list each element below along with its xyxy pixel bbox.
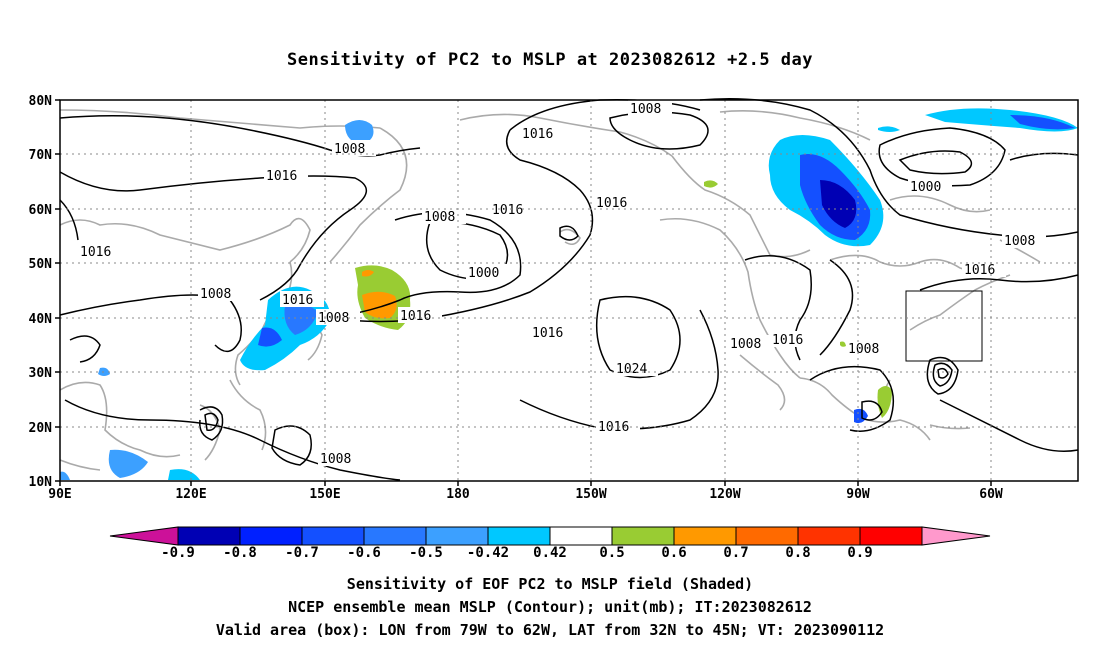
lat-label: 30N xyxy=(29,366,53,381)
lat-label: 60N xyxy=(29,203,53,218)
valid-area-box xyxy=(905,290,983,362)
colorbar-label: -0.5 xyxy=(409,545,443,561)
colorbar-segment xyxy=(735,526,799,546)
lat-label: 50N xyxy=(29,257,53,272)
svg-text:1000: 1000 xyxy=(468,266,499,281)
colorbar-high-arrow xyxy=(921,526,991,546)
caption-shading: Sensitivity of EOF PC2 to MSLP field (Sh… xyxy=(346,575,754,593)
svg-text:1016: 1016 xyxy=(522,127,553,142)
svg-text:1008: 1008 xyxy=(848,342,879,357)
contour-label: 1016 xyxy=(78,243,122,260)
contour-label: 1016 xyxy=(520,125,564,142)
caption-contour: NCEP ensemble mean MSLP (Contour); unit(… xyxy=(288,598,812,616)
colorbar-label: -0.7 xyxy=(285,545,319,561)
contour-labels: 1008 1016 1016 1008 1016 1016 1008 1000 … xyxy=(78,100,1046,467)
colorbar-segment xyxy=(425,526,489,546)
contour-label: 1000 xyxy=(466,264,510,281)
contour-label: 1008 xyxy=(1002,232,1046,249)
contour-label: 1008 xyxy=(198,285,242,302)
contour-label: 1016 xyxy=(280,291,324,308)
colorbar-label: 0.8 xyxy=(785,545,810,561)
colorbar-segment xyxy=(611,526,675,546)
svg-text:1016: 1016 xyxy=(492,203,523,218)
contour-label: 1016 xyxy=(398,307,442,324)
contour-label: 1000 xyxy=(908,178,952,195)
colorbar-segment xyxy=(239,526,303,546)
svg-text:1024: 1024 xyxy=(616,362,647,377)
colorbar-low-arrow xyxy=(109,526,179,546)
contour-label: 1024 xyxy=(614,360,658,377)
colorbar-label: 0.7 xyxy=(723,545,748,561)
tick-marks xyxy=(55,99,992,486)
lon-label: 60W xyxy=(979,487,1003,502)
colorbar-segment xyxy=(797,526,861,546)
lon-label: 150E xyxy=(309,487,340,502)
colorbar-label: -0.42 xyxy=(467,545,509,561)
colorbar-label: -0.9 xyxy=(161,545,195,561)
lon-label: 180 xyxy=(446,487,470,502)
contour-label: 1008 xyxy=(422,208,466,225)
svg-text:1016: 1016 xyxy=(282,293,313,308)
svg-text:1008: 1008 xyxy=(200,287,231,302)
contour-label: 1016 xyxy=(264,167,308,184)
contour-label: 1016 xyxy=(530,324,574,341)
svg-text:1016: 1016 xyxy=(400,309,431,324)
colorbar-label: 0.42 xyxy=(533,545,567,561)
colorbar-segment xyxy=(549,526,613,546)
contour-label: 1016 xyxy=(770,331,814,348)
colorbar-segment xyxy=(673,526,737,546)
colorbar-label: 0.5 xyxy=(599,545,624,561)
contour-label: 1016 xyxy=(594,194,638,211)
contour-label: 1008 xyxy=(728,335,772,352)
svg-text:1016: 1016 xyxy=(596,196,627,211)
svg-text:1016: 1016 xyxy=(80,245,111,260)
svg-text:1000: 1000 xyxy=(910,180,941,195)
svg-text:1016: 1016 xyxy=(964,263,995,278)
colorbar-label: 0.6 xyxy=(661,545,686,561)
svg-text:1016: 1016 xyxy=(266,169,297,184)
caption-valid-area: Valid area (box): LON from 79W to 62W, L… xyxy=(215,621,885,639)
colorbar: -0.9 -0.8 -0.7 -0.6 -0.5 -0.42 0.42 0.5 0.6 0.7 0.… xyxy=(109,526,991,561)
lat-label: 20N xyxy=(29,421,53,436)
colorbar-segment xyxy=(301,526,365,546)
latitude-labels: 80N 70N 60N 50N 40N 30N 20N 10N xyxy=(29,94,53,490)
svg-text:1008: 1008 xyxy=(424,210,455,225)
colorbar-label: -0.8 xyxy=(223,545,257,561)
lat-label: 40N xyxy=(29,312,53,327)
colorbar-label: -0.6 xyxy=(347,545,381,561)
lon-label: 120W xyxy=(709,487,740,502)
contour-label: 1008 xyxy=(846,340,890,357)
contour-label: 1016 xyxy=(962,261,1006,278)
colorbar-segment xyxy=(487,526,551,546)
colorbar-label: 0.9 xyxy=(847,545,872,561)
colorbar-segment xyxy=(859,526,923,546)
svg-text:1008: 1008 xyxy=(318,311,349,326)
lat-label: 10N xyxy=(29,475,53,490)
svg-text:1008: 1008 xyxy=(1004,234,1035,249)
map-frame xyxy=(59,99,1079,482)
svg-text:1008: 1008 xyxy=(730,337,761,352)
svg-text:1008: 1008 xyxy=(334,142,365,157)
lon-label: 120E xyxy=(175,487,206,502)
contour-label: 1008 xyxy=(316,309,360,326)
figure-title: Sensitivity of PC2 to MSLP at 2023082612… xyxy=(286,50,813,70)
lat-label: 70N xyxy=(29,148,53,163)
lon-label: 90E xyxy=(48,487,71,502)
colorbar-segment xyxy=(177,526,241,546)
svg-text:1016: 1016 xyxy=(532,326,563,341)
lon-label: 90W xyxy=(846,487,870,502)
grid-lines xyxy=(60,100,1078,481)
svg-text:1016: 1016 xyxy=(772,333,803,348)
svg-text:1008: 1008 xyxy=(320,452,351,467)
longitude-labels: 90E 120E 150E 180 150W 120W 90W 60W xyxy=(48,487,1003,502)
contour-label: 1008 xyxy=(332,140,376,157)
contour-label: 1008 xyxy=(628,100,672,117)
svg-text:1008: 1008 xyxy=(630,102,661,117)
contour-label: 1008 xyxy=(318,450,362,467)
colorbar-segment xyxy=(363,526,427,546)
lon-label: 150W xyxy=(575,487,606,502)
sensitivity-shading xyxy=(60,108,1078,480)
lat-label: 80N xyxy=(29,94,53,109)
